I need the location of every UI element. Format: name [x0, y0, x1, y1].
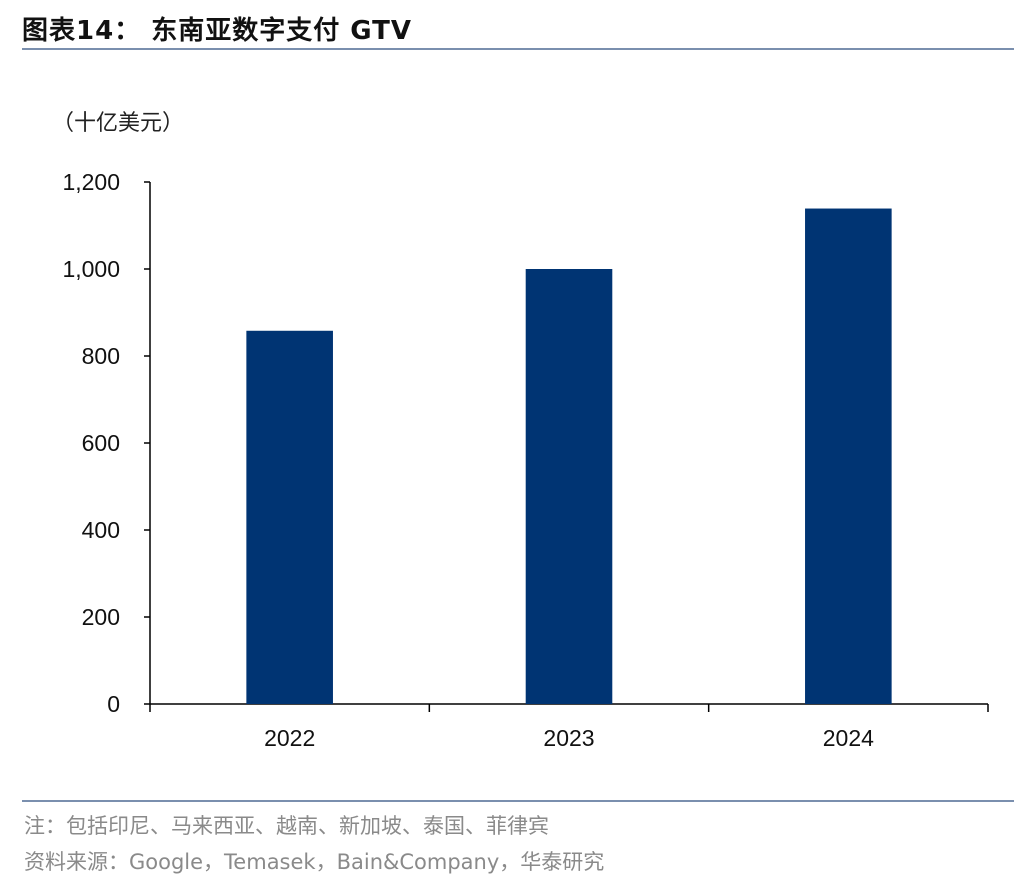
bar-2022 — [246, 330, 333, 704]
y-tick-label: 1,200 — [62, 169, 120, 195]
y-tick-label: 200 — [82, 604, 120, 630]
chart-title: 图表14： 东南亚数字支付 GTV — [22, 16, 413, 46]
y-tick-label: 800 — [82, 343, 120, 369]
bottom-divider — [22, 800, 1014, 802]
x-tick-label: 2024 — [823, 725, 874, 751]
y-axis: 0 200 400 600 800 1,000 1,200 — [62, 169, 151, 717]
bar-series — [246, 208, 892, 704]
top-divider — [22, 48, 1014, 50]
bar-2024 — [805, 208, 892, 704]
footnote: 注：包括印尼、马来西亚、越南、新加坡、泰国、菲律宾 — [24, 814, 549, 838]
y-tick-label: 0 — [107, 691, 120, 717]
source-note: 资料来源：Google，Temasek，Bain&Company，华泰研究 — [24, 850, 605, 874]
x-tick-label: 2023 — [543, 725, 594, 751]
x-tick-label: 2022 — [264, 725, 315, 751]
y-unit-label: （十亿美元） — [52, 111, 184, 136]
y-tick-label: 600 — [82, 430, 120, 456]
x-axis: 2022 2023 2024 — [149, 703, 989, 751]
bar-2023 — [525, 269, 613, 704]
y-tick-label: 1,000 — [62, 256, 120, 282]
y-tick-label: 400 — [82, 517, 120, 543]
